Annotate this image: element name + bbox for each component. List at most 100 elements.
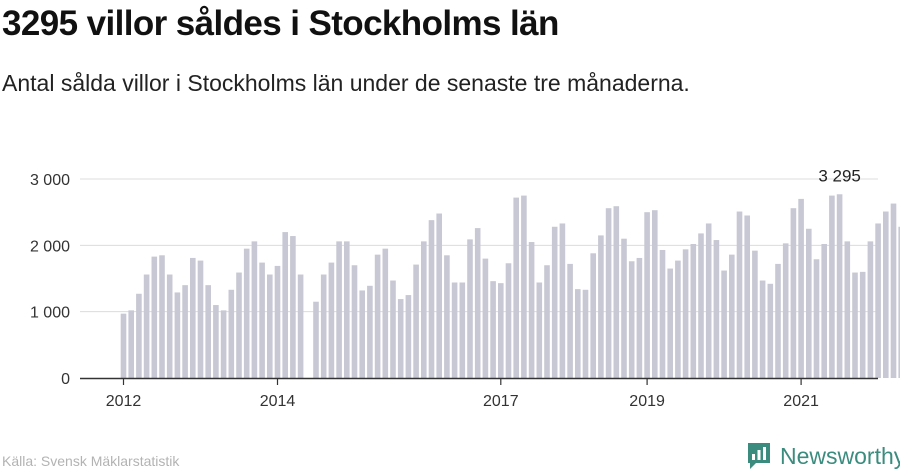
bar [444, 255, 450, 378]
bar [836, 194, 843, 378]
bar [120, 313, 127, 378]
bar [821, 244, 827, 378]
bar [767, 283, 774, 378]
bar-chart: 0 1 000 2 000 3 000 2012 2014 2017 2019 2021 3 29… [30, 166, 900, 410]
bar [590, 253, 596, 378]
bar [875, 223, 881, 378]
bar [459, 282, 466, 378]
bar [397, 299, 404, 378]
bar [128, 310, 134, 378]
bar [413, 264, 419, 378]
bar [267, 274, 273, 378]
bar [282, 232, 288, 378]
y-tick-label: 1 000 [30, 305, 70, 322]
brand-name: Newsworthy [780, 442, 900, 469]
bar [867, 241, 874, 378]
bar [159, 255, 165, 378]
bar [729, 254, 735, 378]
chart-title: 3295 villor såldes i Stockholms län [2, 4, 559, 43]
bar [582, 289, 589, 378]
bar [297, 274, 304, 378]
bar [659, 249, 666, 378]
bar [490, 281, 496, 378]
bar [698, 233, 704, 378]
bar [505, 263, 512, 378]
bar [736, 211, 743, 378]
bar [197, 260, 204, 378]
x-tick-label: 2014 [260, 393, 296, 410]
bar [474, 228, 481, 378]
bar [575, 289, 581, 378]
bar [652, 210, 658, 378]
x-tick-label: 2021 [783, 393, 819, 410]
y-tick-label: 2 000 [30, 238, 70, 255]
bar [320, 274, 327, 378]
bar [713, 240, 720, 378]
x-tick-label: 2012 [106, 393, 142, 410]
bar [690, 244, 697, 378]
bar [567, 263, 573, 378]
bar [243, 248, 250, 378]
bar [813, 259, 820, 378]
bar [290, 236, 296, 378]
bar [436, 213, 442, 378]
bar [859, 271, 866, 378]
y-tick-label: 0 [61, 371, 70, 388]
chart-subtitle: Antal sålda villor i Stockholms län unde… [2, 70, 690, 96]
bar [166, 274, 173, 378]
bar [628, 261, 635, 378]
bar [752, 250, 758, 378]
bar [528, 242, 535, 378]
bar [421, 241, 427, 378]
bar [136, 293, 142, 378]
bar [151, 256, 158, 378]
bar [621, 238, 627, 378]
bar [467, 239, 473, 378]
value-annotation: 3 295 [818, 166, 861, 185]
bar [521, 195, 527, 378]
bar [536, 282, 543, 378]
bar [390, 280, 396, 378]
bar [721, 270, 727, 378]
bar [182, 285, 188, 378]
bar [675, 260, 681, 378]
bar [798, 198, 804, 378]
brand: Newsworthy [746, 440, 900, 472]
bar [374, 254, 381, 378]
bar [336, 241, 342, 378]
bar [174, 292, 181, 378]
bar [382, 248, 389, 378]
bar [598, 235, 604, 378]
bar [644, 212, 650, 378]
bar [559, 223, 566, 378]
y-tick-label: 3 000 [30, 172, 70, 189]
bar [259, 262, 265, 378]
bar [344, 241, 350, 378]
bar [367, 285, 373, 378]
bar [205, 285, 211, 378]
newsworthy-logo-icon [748, 443, 770, 469]
bar [328, 262, 335, 378]
bar [359, 290, 365, 378]
bar [190, 257, 196, 378]
bar [513, 197, 519, 378]
x-tick-label: 2019 [629, 393, 665, 410]
bar [213, 305, 219, 378]
bar [883, 211, 889, 378]
bar [682, 249, 689, 378]
bar [143, 274, 150, 378]
bar [236, 272, 242, 378]
bar [428, 220, 435, 378]
bar [759, 280, 766, 378]
bar [313, 301, 319, 378]
bar [482, 258, 489, 378]
bar [451, 282, 458, 378]
bar [844, 241, 851, 378]
bar [806, 228, 812, 378]
bar [274, 265, 281, 378]
bar [790, 208, 797, 378]
bar [667, 268, 673, 378]
bar [228, 289, 235, 378]
bar [351, 265, 358, 378]
bar [498, 283, 504, 378]
